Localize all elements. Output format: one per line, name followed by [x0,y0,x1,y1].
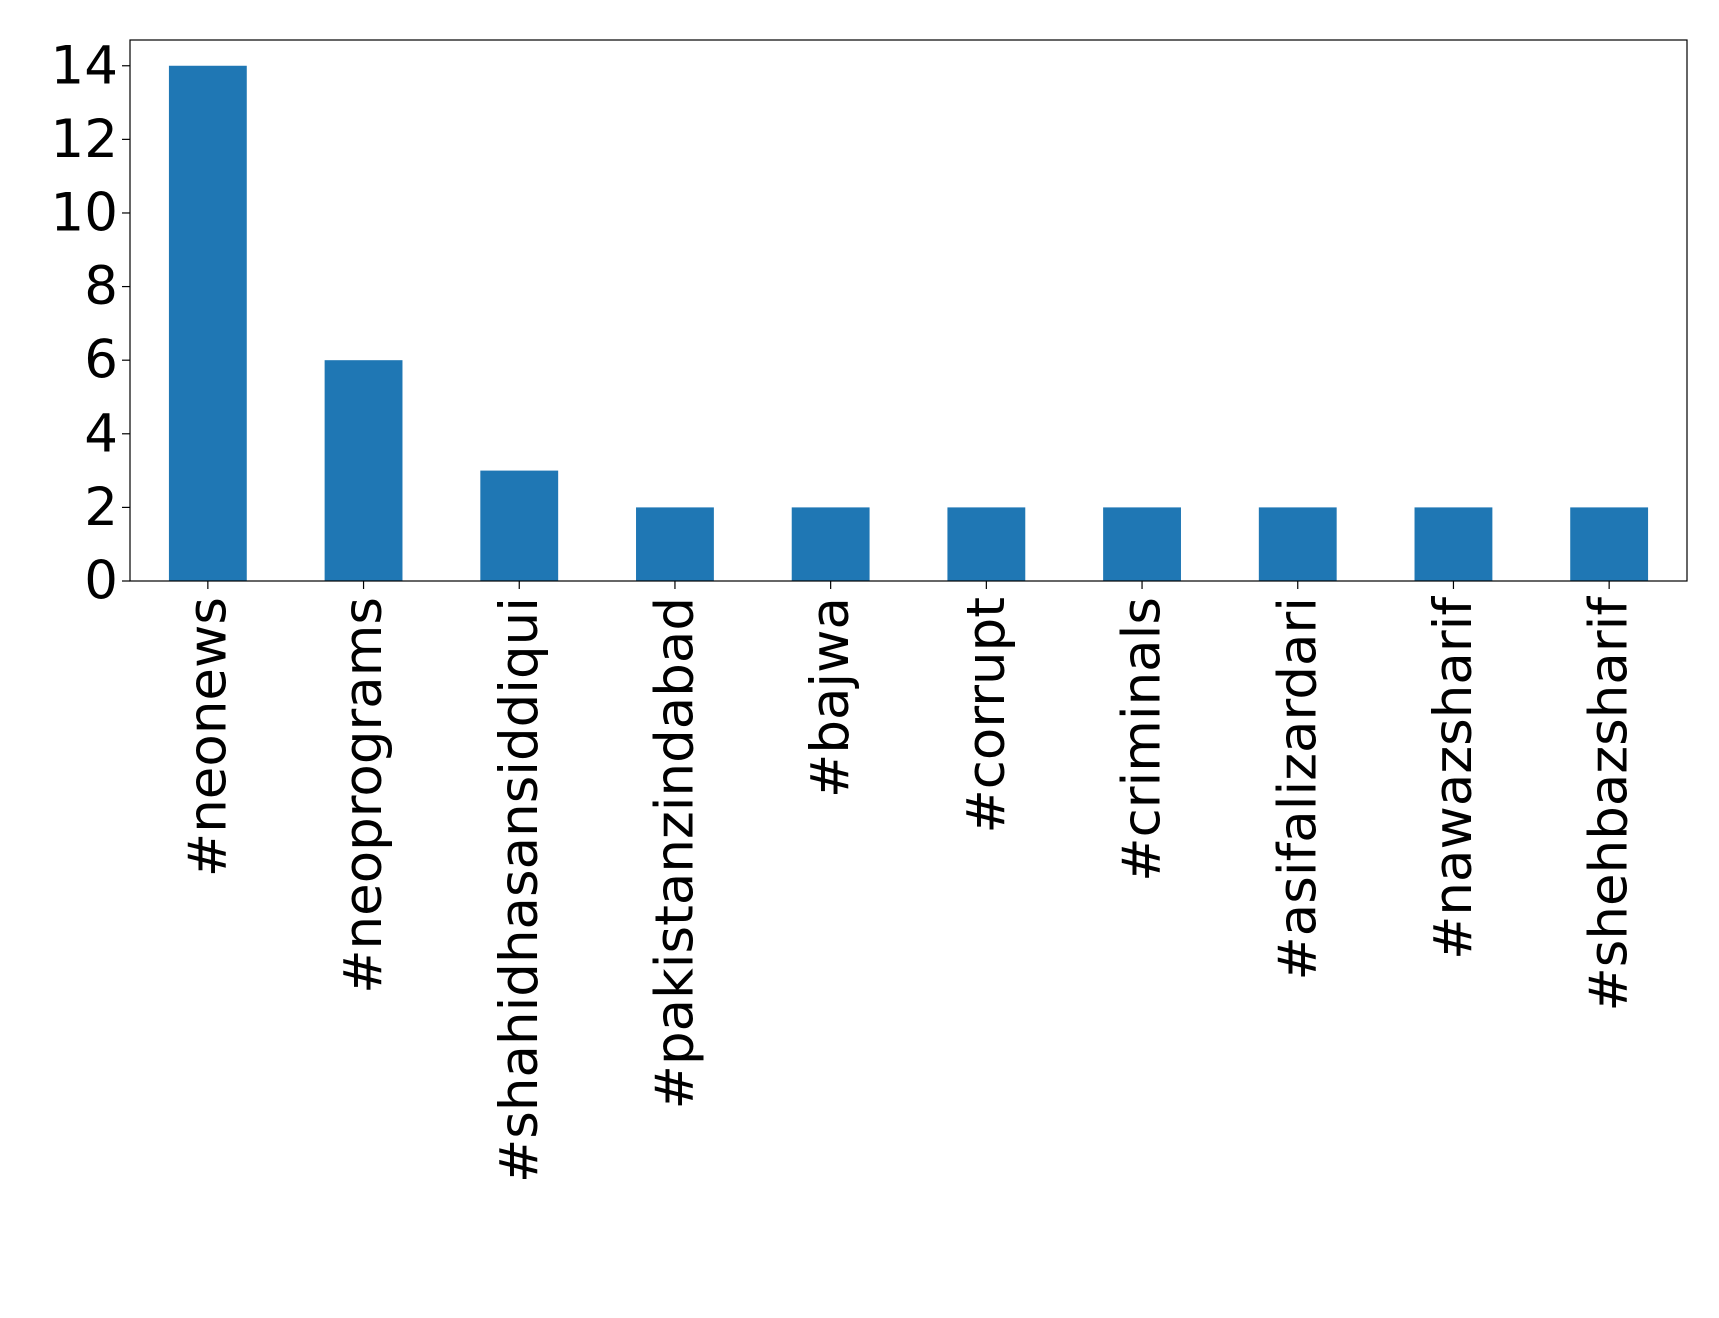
bar [324,360,403,581]
y-tick-label: 14 [51,35,118,96]
x-tick-label: #asifalizardari [1267,597,1328,981]
y-tick-label: 0 [84,551,118,612]
y-tick-label: 6 [84,330,118,391]
bar [480,470,559,581]
bar [168,65,247,581]
y-tick-label: 8 [84,256,118,317]
x-tick-label: #neoprograms [333,597,394,994]
x-tick-label: #pakistanzindabad [644,597,705,1109]
bar [791,507,870,581]
x-tick-label: #criminals [1112,597,1173,882]
x-tick-label: #corrupt [956,597,1017,834]
x-tick-label: #shahidhasansiddiqui [489,597,550,1183]
bar [1414,507,1493,581]
bar [1258,507,1337,581]
x-tick-label: #neonews [177,597,238,877]
bar [1570,507,1649,581]
y-tick-label: 10 [51,182,118,243]
x-tick-label: #shehbazsharif [1579,596,1640,1012]
plot-frame [129,39,1688,582]
bar [636,507,714,581]
x-tick-label: #bajwa [800,597,861,798]
bar [947,507,1026,581]
y-tick-label: 2 [84,477,118,538]
x-tick-label: #nawazsharif [1423,596,1484,960]
y-tick-label: 12 [51,109,118,170]
bar [1103,507,1181,581]
y-tick-label: 4 [84,403,118,464]
